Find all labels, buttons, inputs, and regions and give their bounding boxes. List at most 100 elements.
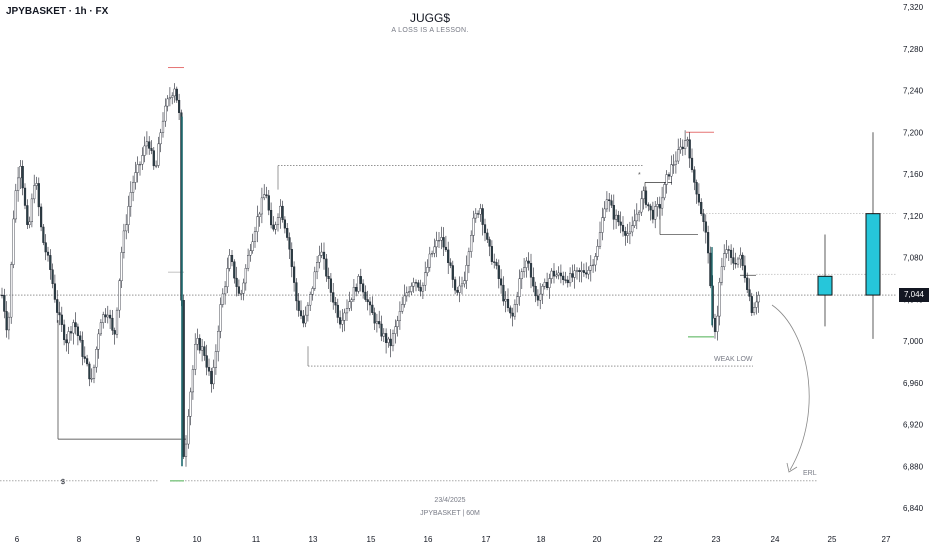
candle-body: [713, 318, 717, 332]
candle: [378, 310, 381, 329]
candle-body: [587, 270, 590, 275]
candle-body: [743, 265, 746, 279]
candle-body: [127, 206, 130, 225]
candle-body: [373, 312, 376, 324]
candle: [569, 267, 572, 287]
candle-body: [546, 282, 549, 289]
candle-body: [79, 335, 82, 341]
candle: [594, 252, 597, 272]
candle-body: [313, 271, 316, 289]
candle: [76, 323, 79, 346]
candle-body: [44, 242, 47, 253]
candle-body: [249, 250, 252, 256]
candle-body: [493, 261, 496, 263]
candle: [559, 264, 562, 284]
candle: [345, 299, 349, 321]
candle: [74, 312, 77, 335]
candle-body: [173, 88, 176, 97]
candle: [477, 210, 480, 218]
x-tick-label: 22: [654, 535, 663, 544]
candle: [707, 225, 710, 264]
candle-body: [580, 270, 583, 272]
candle: [244, 264, 247, 291]
candle: [465, 255, 468, 290]
candle: [12, 210, 15, 269]
candle: [102, 311, 105, 329]
candle-body: [391, 333, 395, 347]
candle: [681, 139, 684, 156]
candle-body: [470, 235, 473, 252]
candle-body: [168, 97, 171, 100]
projected-body: [817, 275, 833, 296]
candle: [506, 288, 510, 312]
candle: [534, 281, 537, 303]
candle-body: [670, 164, 673, 177]
candle: [154, 160, 158, 169]
candle-body: [171, 95, 174, 98]
candle-body: [456, 289, 459, 293]
y-tick-label: 7,000: [903, 337, 924, 346]
candle-body: [532, 277, 535, 287]
candle-body: [290, 249, 293, 267]
chart-subtitle: A LOSS IS A LESSON.: [391, 27, 469, 34]
candle: [700, 198, 703, 216]
candle: [325, 253, 328, 282]
candle: [318, 245, 321, 269]
candle: [111, 310, 114, 335]
weak-low-label: WEAK LOW: [714, 356, 753, 363]
symbol-label[interactable]: JPYBASKET · 1h · FX: [6, 6, 109, 17]
candle: [19, 159, 22, 189]
candle: [753, 302, 756, 316]
candle: [757, 291, 760, 313]
candle: [279, 199, 282, 229]
candle: [497, 259, 500, 289]
candle-body: [267, 195, 270, 211]
candle-body: [440, 237, 443, 241]
candle-body: [85, 358, 89, 365]
candle-body: [166, 98, 169, 107]
candle-body: [134, 172, 137, 183]
candle: [398, 301, 401, 330]
candle: [106, 305, 109, 324]
candle-body: [26, 205, 29, 225]
candle-body: [283, 219, 286, 229]
candle: [500, 269, 503, 294]
candle-body: [343, 312, 346, 321]
candle: [449, 258, 452, 269]
y-tick-label: 6,920: [903, 421, 924, 430]
candle-body: [143, 145, 146, 156]
candle: [746, 272, 749, 294]
candle: [88, 361, 91, 387]
candle-body: [364, 291, 367, 300]
candle: [131, 175, 135, 202]
candle: [49, 249, 52, 280]
candle: [433, 238, 436, 258]
candle: [141, 147, 144, 170]
candle: [85, 354, 89, 367]
candle: [385, 328, 388, 354]
candle-body: [293, 266, 296, 283]
candle-body: [108, 314, 112, 319]
candle: [638, 209, 641, 222]
x-tick-label: 25: [828, 535, 837, 544]
x-tick-label: 23: [712, 535, 721, 544]
x-tick-label: 17: [482, 535, 491, 544]
candle-body: [529, 263, 533, 278]
candle-body: [509, 307, 512, 314]
candle-body: [286, 228, 289, 238]
candle: [5, 301, 8, 338]
candle: [210, 367, 213, 393]
candle: [479, 203, 482, 222]
candle-body: [557, 272, 560, 276]
candle-body: [693, 169, 696, 183]
candle: [313, 266, 316, 291]
candle: [263, 184, 266, 201]
candle-body: [260, 197, 263, 215]
candle-body: [274, 224, 277, 230]
y-tick-label: 7,200: [903, 128, 924, 137]
candle-body: [410, 285, 413, 292]
candle: [741, 252, 744, 271]
candle: [3, 288, 6, 319]
candle-body: [592, 264, 595, 266]
